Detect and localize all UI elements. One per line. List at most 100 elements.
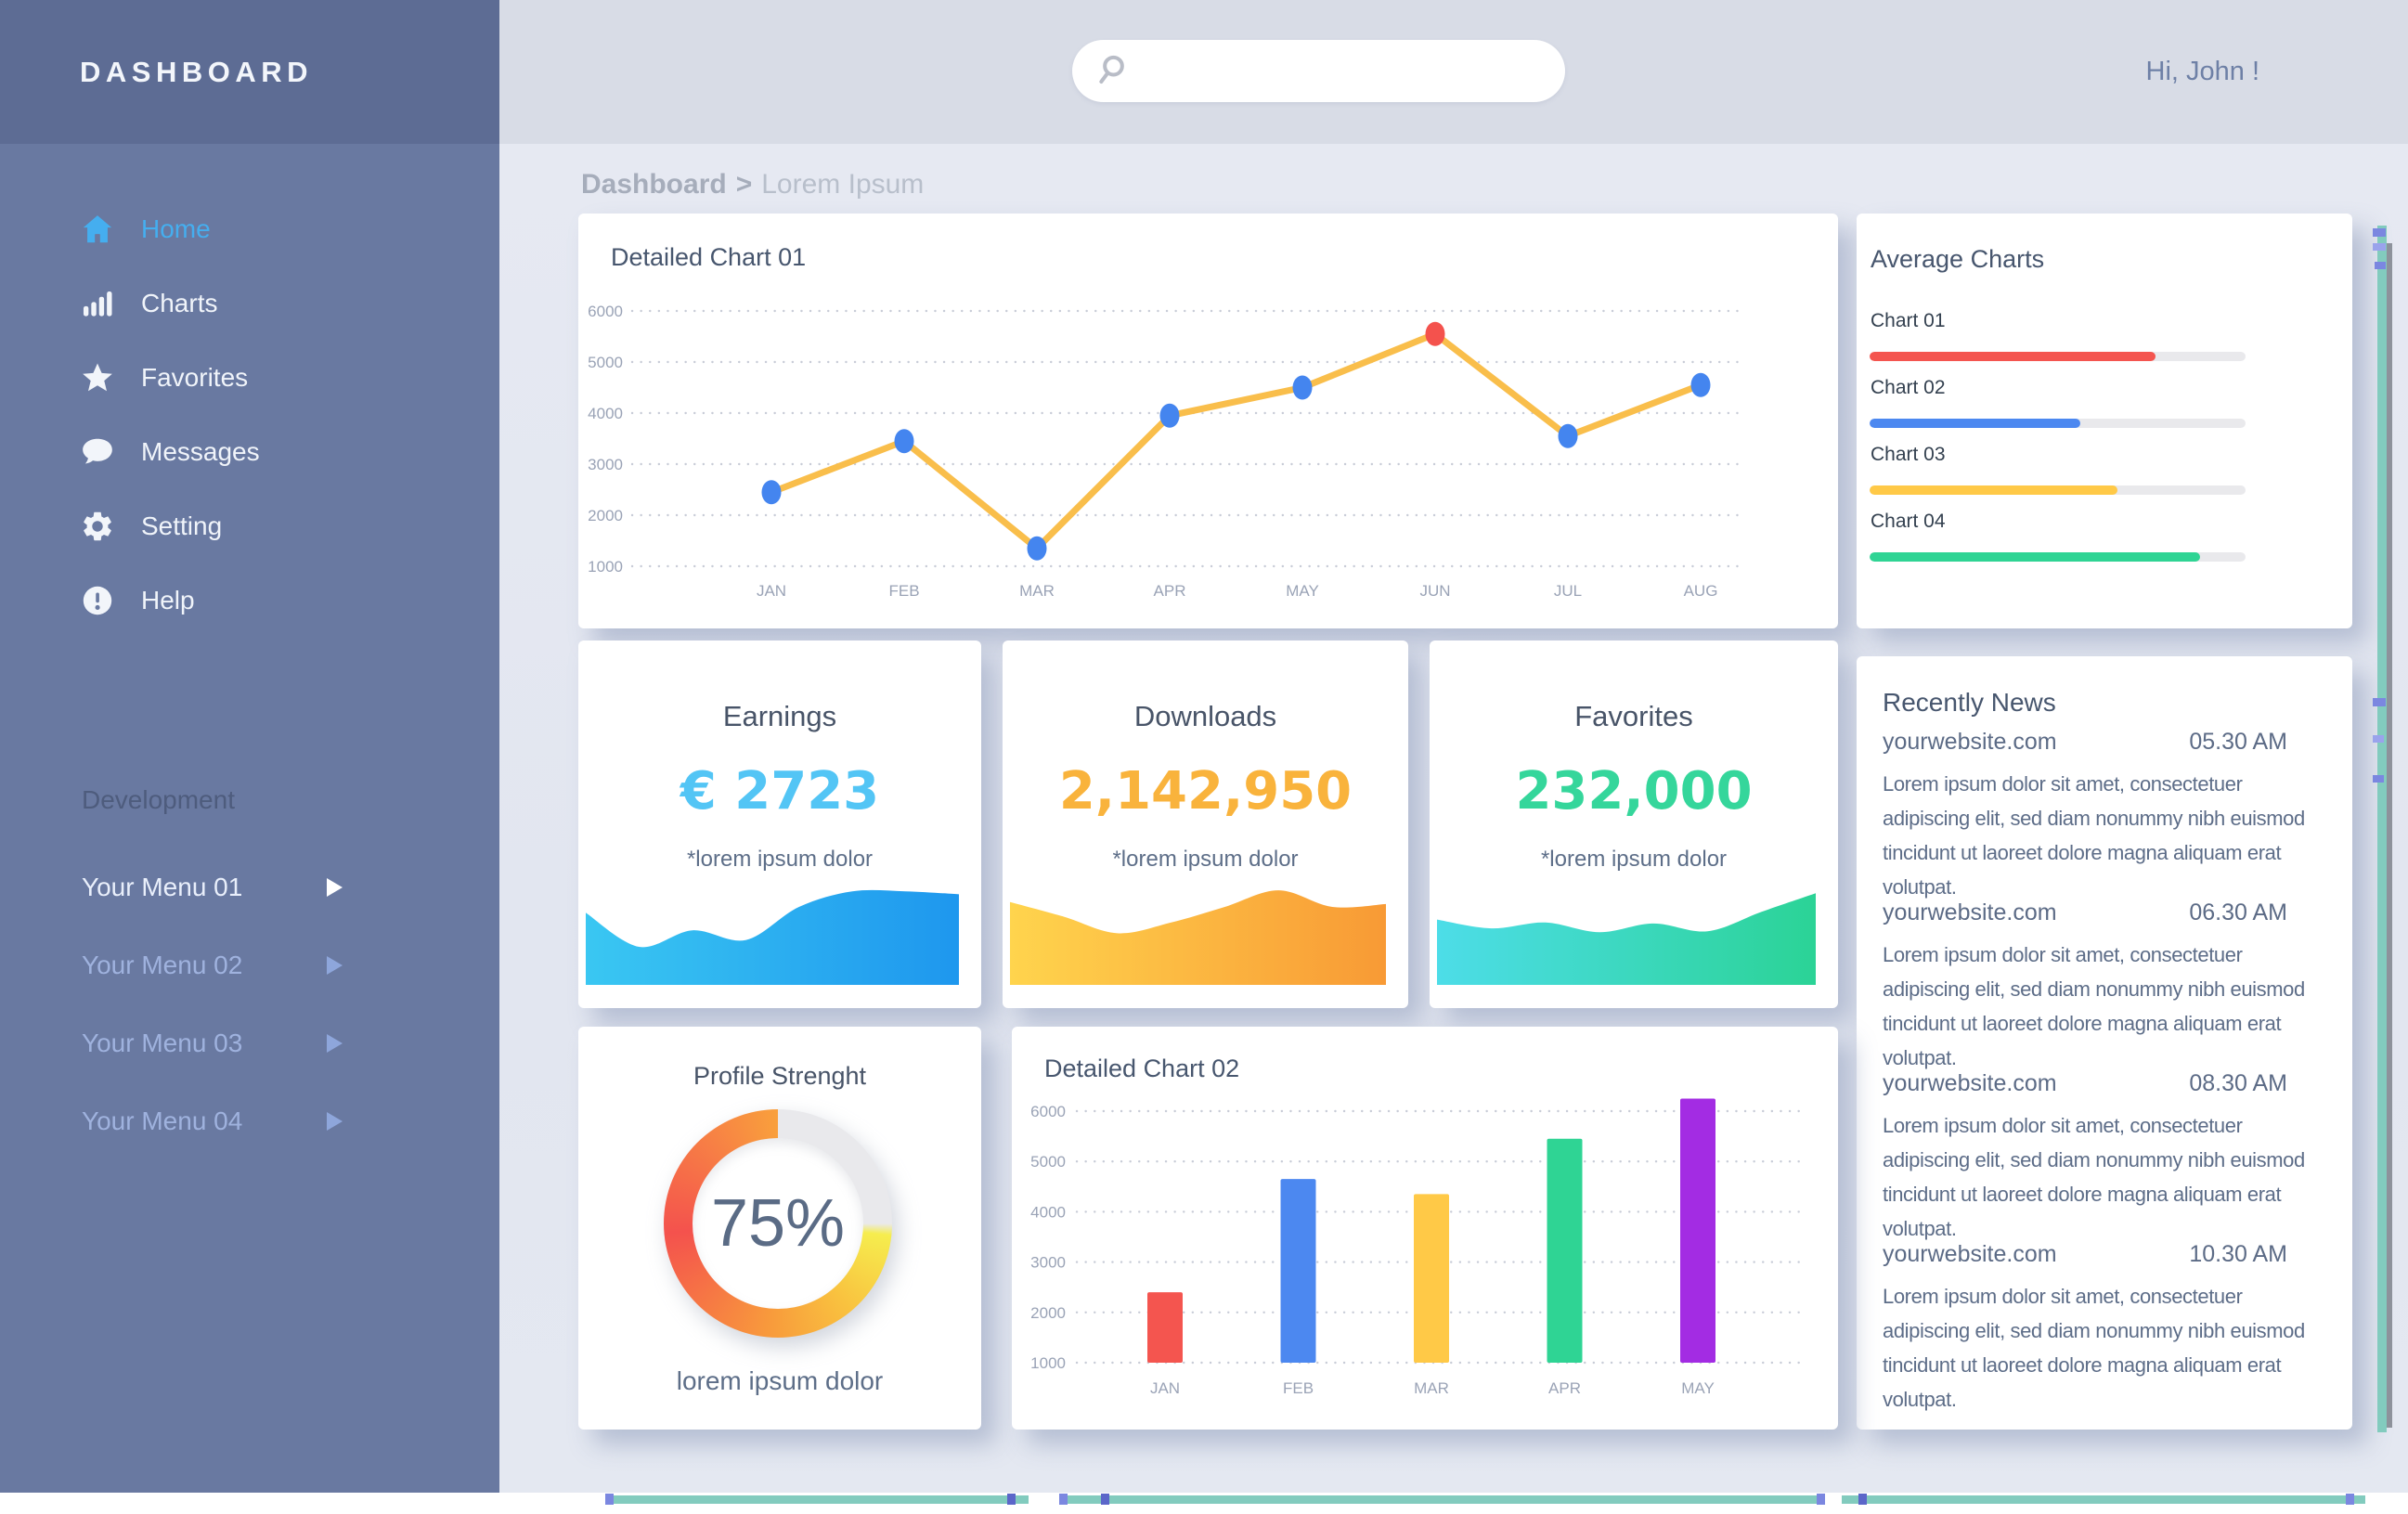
news-site-link[interactable]: yourwebsite.com bbox=[1883, 1070, 2057, 1096]
panel-title: Profile Strenght bbox=[693, 1062, 867, 1090]
svg-text:APR: APR bbox=[1154, 582, 1186, 600]
svg-text:FEB: FEB bbox=[888, 582, 919, 600]
artifact-fragment bbox=[2373, 775, 2384, 783]
gear-icon bbox=[80, 509, 115, 544]
svg-text:6000: 6000 bbox=[588, 303, 623, 320]
line-chart: 1000 2000 3000 4000 5000 6000 JAN FEB MAR APR MAY J… bbox=[578, 214, 1838, 628]
sidebar-item-setting[interactable]: Setting bbox=[0, 489, 499, 563]
average-bar-label: Chart 01 bbox=[1871, 310, 1946, 331]
average-bar-fill bbox=[1870, 352, 2156, 361]
sidebar-item-home[interactable]: Home bbox=[0, 192, 499, 266]
search-box[interactable] bbox=[1072, 40, 1565, 104]
news-body-text: Lorem ipsum dolor sit amet, consectetuer… bbox=[1883, 943, 2305, 1069]
sidebar-item-favorites[interactable]: Favorites bbox=[0, 341, 499, 415]
news-body-text: Lorem ipsum dolor sit amet, consectetuer… bbox=[1883, 772, 2305, 899]
bar-chart: 1000 2000 3000 4000 5000 6000 JAN FEB MAR APR MAY bbox=[1012, 1027, 1838, 1430]
svg-text:5000: 5000 bbox=[588, 354, 623, 371]
artifact-fragment bbox=[1817, 1494, 1825, 1505]
search-input[interactable] bbox=[1142, 40, 1554, 104]
user-greeting: Hi, John ! bbox=[2145, 57, 2260, 86]
artifact-fragment bbox=[605, 1494, 614, 1505]
average-bar-label: Chart 02 bbox=[1871, 377, 1946, 398]
sidebar-item-messages[interactable]: Messages bbox=[0, 415, 499, 489]
submenu-item-label: Your Menu 04 bbox=[82, 1106, 243, 1135]
news-site-link[interactable]: yourwebsite.com bbox=[1883, 1241, 2057, 1267]
panel-title: Average Charts bbox=[1871, 245, 2045, 273]
stat-value: € 2723 bbox=[680, 761, 880, 822]
news-body-text: Lorem ipsum dolor sit amet, consectetuer… bbox=[1883, 1114, 2305, 1240]
average-bar-fill bbox=[1870, 552, 2201, 562]
average-bar-track bbox=[1870, 419, 2246, 428]
downloads-sparkline bbox=[1010, 887, 1386, 990]
average-bar-track bbox=[1870, 352, 2246, 361]
news-entry-header: yourwebsite.com 05.30 AM bbox=[1883, 729, 2287, 756]
average-bar-label: Chart 03 bbox=[1871, 444, 1946, 465]
message-icon bbox=[80, 434, 115, 470]
svg-text:1000: 1000 bbox=[1030, 1354, 1066, 1372]
sidebar-item-label: Messages bbox=[141, 437, 260, 466]
artifact-fragment bbox=[2346, 1494, 2354, 1505]
news-entry[interactable]: yourwebsite.com 05.30 AM Lorem ipsum dolor… bbox=[1883, 729, 2310, 904]
svg-text:APR: APR bbox=[1548, 1379, 1581, 1397]
news-entry[interactable]: yourwebsite.com 10.30 AM Lorem ipsum dolor… bbox=[1883, 1241, 2310, 1417]
news-list: yourwebsite.com 05.30 AM Lorem ipsum dolor… bbox=[1857, 656, 2352, 1430]
arrow-right-icon bbox=[327, 1034, 343, 1053]
news-site-link[interactable]: yourwebsite.com bbox=[1883, 899, 2057, 925]
earnings-sparkline bbox=[586, 887, 959, 990]
svg-text:2000: 2000 bbox=[588, 507, 623, 524]
favorites-sparkline bbox=[1437, 887, 1816, 990]
bar-chart-icon bbox=[80, 286, 115, 321]
panel-detailed-chart-01: Detailed Chart 01 1000 2000 3000 4000 5000 60… bbox=[578, 214, 1838, 628]
artifact-fragment bbox=[2377, 226, 2387, 1432]
panel-title: Detailed Chart 01 bbox=[611, 243, 807, 271]
arrow-right-icon bbox=[327, 956, 343, 975]
sidebar-submenu-item-4[interactable]: Your Menu 04 bbox=[0, 1082, 499, 1160]
average-bar-track bbox=[1870, 552, 2246, 562]
panel-title: Detailed Chart 02 bbox=[1044, 1055, 1240, 1082]
average-bar-track bbox=[1870, 485, 2246, 495]
svg-text:JUN: JUN bbox=[1419, 582, 1450, 600]
svg-text:JUL: JUL bbox=[1554, 582, 1582, 600]
news-timestamp: 10.30 AM bbox=[2189, 1241, 2287, 1267]
artifact-fragment bbox=[2373, 735, 2384, 743]
sidebar-submenu-item-1[interactable]: Your Menu 01 bbox=[0, 848, 499, 926]
svg-text:JAN: JAN bbox=[757, 582, 786, 600]
sidebar-section-title: Development bbox=[82, 785, 235, 814]
news-timestamp: 08.30 AM bbox=[2189, 1070, 2287, 1096]
stat-caption: *lorem ipsum dolor bbox=[686, 847, 874, 872]
submenu-item-label: Your Menu 02 bbox=[82, 951, 243, 979]
svg-text:4000: 4000 bbox=[588, 405, 623, 422]
sidebar-submenu-item-2[interactable]: Your Menu 02 bbox=[0, 926, 499, 1004]
panel-favorites: Favorites 232,000 *lorem ipsum dolor bbox=[1430, 641, 1838, 1008]
svg-text:AUG: AUG bbox=[1684, 582, 1718, 600]
breadcrumb: Dashboard > Lorem Ipsum bbox=[581, 169, 924, 201]
breadcrumb-root[interactable]: Dashboard bbox=[581, 169, 727, 200]
app-brand: DASHBOARD bbox=[0, 0, 499, 144]
news-entry-header: yourwebsite.com 08.30 AM bbox=[1883, 1070, 2287, 1097]
stat-title: Favorites bbox=[1574, 700, 1693, 732]
news-site-link[interactable]: yourwebsite.com bbox=[1883, 729, 2057, 755]
search-icon bbox=[1093, 53, 1130, 90]
news-entry[interactable]: yourwebsite.com 08.30 AM Lorem ipsum dolor… bbox=[1883, 1070, 2310, 1246]
news-timestamp: 06.30 AM bbox=[2189, 899, 2287, 925]
panel-profile-strength: Profile Strenght 75% lorem ipsum dolor bbox=[578, 1027, 981, 1430]
sidebar-item-charts[interactable]: Charts bbox=[0, 266, 499, 341]
svg-text:1000: 1000 bbox=[588, 558, 623, 576]
news-timestamp: 05.30 AM bbox=[2189, 729, 2287, 755]
arrow-right-icon bbox=[327, 878, 343, 897]
sidebar-submenu-item-3[interactable]: Your Menu 03 bbox=[0, 1004, 499, 1082]
sidebar-item-help[interactable]: Help bbox=[0, 563, 499, 638]
panel-recently-news: Recently News yourwebsite.com 05.30 AM Lor… bbox=[1857, 656, 2352, 1430]
news-entry[interactable]: yourwebsite.com 06.30 AM Lorem ipsum dolor… bbox=[1883, 899, 2310, 1075]
svg-text:2000: 2000 bbox=[1030, 1304, 1066, 1322]
panel-earnings: Earnings € 2723 *lorem ipsum dolor bbox=[578, 641, 981, 1008]
panel-downloads: Downloads 2,142,950 *lorem ipsum dolor bbox=[1003, 641, 1408, 1008]
artifact-fragment bbox=[1007, 1494, 1016, 1505]
sidebar-item-label: Setting bbox=[141, 511, 223, 540]
artifact-fragment bbox=[1101, 1494, 1109, 1505]
artifact-fragment bbox=[2375, 262, 2386, 269]
news-entry-header: yourwebsite.com 10.30 AM bbox=[1883, 1241, 2287, 1268]
submenu-item-label: Your Menu 03 bbox=[82, 1029, 243, 1057]
news-entry-header: yourwebsite.com 06.30 AM bbox=[1883, 899, 2287, 926]
